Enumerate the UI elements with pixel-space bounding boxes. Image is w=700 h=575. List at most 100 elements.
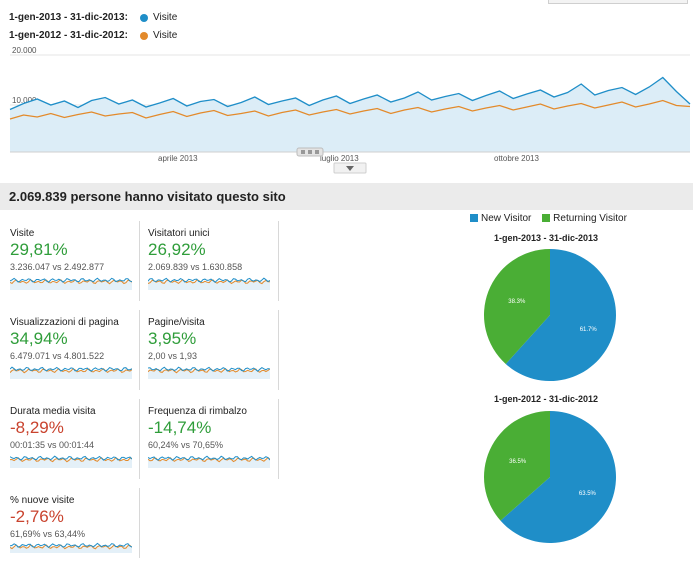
metric-label: Durata media visita	[10, 406, 96, 417]
metric-divider	[139, 399, 140, 479]
metric-divider	[278, 310, 279, 390]
sparkline-current	[10, 366, 132, 372]
sparkline-current	[10, 277, 132, 283]
series-layer	[9, 76, 691, 152]
summary-header: 2.069.839 persone hanno visitato questo …	[0, 183, 693, 210]
sparkline-fill	[10, 459, 132, 468]
sparkline-current	[148, 366, 270, 372]
metric-values: 61,69% vs 63,44%	[10, 529, 86, 539]
series-area-current	[10, 77, 690, 152]
metric-divider	[278, 221, 279, 301]
legend-returning-visitor-label: Returning Visitor	[553, 213, 627, 224]
metric-label: Visualizzazioni di pagina	[10, 317, 119, 328]
legend-current-series: Visite	[153, 12, 178, 23]
pie-title-2012: 1-gen-2012 - 31-dic-2012	[494, 394, 599, 404]
metric-values: 2.069.839 vs 1.630.858	[148, 262, 243, 272]
sparkline-previous	[148, 368, 270, 374]
sparkline-previous	[10, 544, 132, 550]
scroll-handle[interactable]	[296, 147, 324, 157]
legend-previous-period: 1-gen-2012 - 31-dic-2012: Visite	[9, 30, 177, 41]
metric-visitatori-unici[interactable]: Visitatori unici 26,92% 2.069.839 vs 1.6…	[148, 228, 273, 308]
y-tick-10000: 10.000	[12, 96, 37, 105]
metric-label: Visitatori unici	[148, 228, 210, 239]
pie-slice-returning-visitor[interactable]	[484, 249, 550, 364]
metric-label: % nuove visite	[10, 495, 75, 506]
legend-previous-range: 1-gen-2012 - 31-dic-2012:	[9, 30, 128, 41]
legend-item-returning-visitor[interactable]: Returning Visitor	[542, 213, 627, 224]
metric-frequenza-rimbalzo[interactable]: Frequenza di rimbalzo -14,74% 60,24% vs …	[148, 406, 273, 486]
sparkline-current	[148, 455, 270, 461]
sparkline-current	[148, 277, 270, 283]
pie-legend: New Visitor Returning Visitor	[470, 213, 635, 224]
metric-nuove-visite[interactable]: % nuove visite -2,76% 61,69% vs 63,44%	[10, 495, 135, 575]
series-line-current	[9, 76, 691, 111]
legend-current-dot	[140, 14, 148, 22]
slice-label-returning: 36.5%	[509, 459, 527, 465]
metric-values: 3.236.047 vs 2.492.877	[10, 262, 105, 272]
main-line-chart[interactable]: 20.000 10.000 aprile 2013 luglio 2013 ot…	[0, 44, 700, 179]
legend-current-range: 1-gen-2013 - 31-dic-2013:	[9, 12, 128, 23]
pie-chart-2012[interactable]: 63.5% 36.5%	[482, 409, 618, 545]
metric-label: Visite	[10, 228, 35, 239]
legend-previous-series: Visite	[153, 30, 178, 41]
pie-slice-returning-visitor[interactable]	[484, 411, 550, 521]
new-visitor-swatch	[470, 214, 478, 222]
legend-new-visitor-label: New Visitor	[481, 213, 532, 224]
y-tick-20000: 20.000	[12, 46, 37, 55]
metric-durata-media[interactable]: Durata media visita -8,29% 00:01:35 vs 0…	[10, 406, 135, 486]
metric-divider	[278, 399, 279, 479]
x-label-aprile: aprile 2013	[158, 154, 198, 163]
metric-sparkline	[10, 366, 132, 379]
metric-change: 3,95%	[148, 329, 197, 348]
summary-headline: 2.069.839 persone hanno visitato questo …	[9, 189, 286, 204]
sparkline-previous	[148, 457, 270, 463]
sparkline-fill	[10, 546, 132, 553]
slice-label-new: 63.5%	[579, 491, 597, 497]
metric-label: Pagine/visita	[148, 317, 205, 328]
metric-values: 2,00 vs 1,93	[148, 351, 198, 361]
pie-title-2013: 1-gen-2013 - 31-dic-2013	[494, 233, 599, 243]
metric-change: -8,29%	[10, 418, 64, 437]
expand-chart-toggle[interactable]	[333, 162, 367, 174]
slice-label-new: 61.7%	[580, 327, 598, 333]
pie-chart-2013[interactable]: 61.7% 38.3%	[482, 247, 618, 383]
metric-divider	[139, 310, 140, 390]
metric-divider	[139, 488, 140, 558]
metric-label: Frequenza di rimbalzo	[148, 406, 247, 417]
metric-change: -2,76%	[10, 507, 64, 526]
sparkline-fill	[148, 281, 270, 290]
returning-visitor-swatch	[542, 214, 551, 222]
sparkline-fill	[148, 459, 270, 468]
metric-change: 34,94%	[10, 329, 68, 348]
metric-divider	[139, 221, 140, 301]
metric-sparkline	[148, 277, 270, 290]
metric-change: -14,74%	[148, 418, 212, 437]
slice-label-returning: 38.3%	[508, 299, 526, 305]
metric-change: 26,92%	[148, 240, 206, 259]
metric-change: 29,81%	[10, 240, 68, 259]
metric-sparkline	[10, 455, 132, 468]
metric-visualizzazioni[interactable]: Visualizzazioni di pagina 34,94% 6.479.0…	[10, 317, 135, 397]
series-line-previous	[9, 99, 691, 120]
sparkline-current	[10, 542, 132, 549]
metric-sparkline	[10, 277, 132, 290]
legend-current-period: 1-gen-2013 - 31-dic-2013: Visite	[9, 12, 177, 23]
chevron-down-icon	[346, 166, 354, 171]
x-label-luglio: luglio 2013	[320, 154, 359, 163]
x-label-ottobre: ottobre 2013	[494, 154, 539, 163]
legend-previous-dot	[140, 32, 148, 40]
metric-sparkline	[10, 542, 132, 553]
metric-values: 60,24% vs 70,65%	[148, 440, 224, 450]
sparkline-previous	[10, 457, 132, 463]
sparkline-current	[10, 455, 132, 461]
metric-sparkline	[148, 455, 270, 468]
pie-slice-new-visitor[interactable]	[505, 249, 616, 381]
metric-visite[interactable]: Visite 29,81% 3.236.047 vs 2.492.877	[10, 228, 135, 308]
metric-pagine-visita[interactable]: Pagine/visita 3,95% 2,00 vs 1,93	[148, 317, 273, 397]
metric-sparkline	[148, 366, 270, 379]
date-range-control[interactable]	[548, 0, 688, 4]
legend-item-new-visitor[interactable]: New Visitor	[470, 213, 531, 224]
metric-values: 6.479.071 vs 4.801.522	[10, 351, 105, 361]
sparkline-fill	[10, 281, 132, 290]
pie-slice-new-visitor[interactable]	[500, 411, 616, 543]
